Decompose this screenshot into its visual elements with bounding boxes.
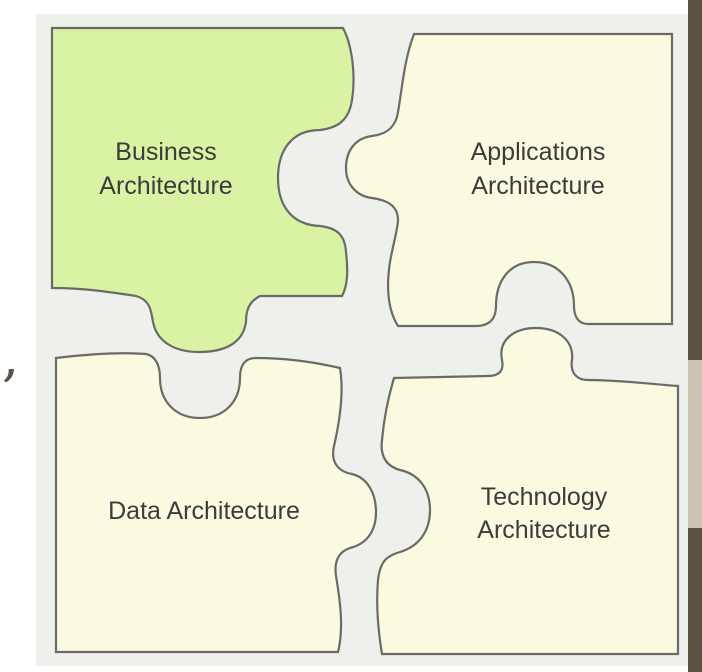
business-label-line-1: Business <box>115 138 216 166</box>
data-label-line-1: Data Architecture <box>108 497 300 525</box>
side-bar-dark-top <box>688 0 702 360</box>
data-architecture-piece <box>54 352 378 654</box>
applications-architecture-piece <box>344 32 674 328</box>
side-bar-dark-bottom <box>688 528 702 672</box>
technology-label-line-2: Architecture <box>477 516 610 544</box>
applications-label-line-2: Architecture <box>471 172 604 200</box>
technology-architecture-piece <box>376 326 680 656</box>
side-bar-light <box>688 360 702 528</box>
technology-label-line-1: Technology <box>481 483 608 511</box>
business-label-line-2: Architecture <box>99 172 232 200</box>
edge-comma-mark: , <box>2 325 20 388</box>
business-architecture-piece <box>50 26 355 354</box>
applications-label-line-1: Applications <box>471 138 606 166</box>
